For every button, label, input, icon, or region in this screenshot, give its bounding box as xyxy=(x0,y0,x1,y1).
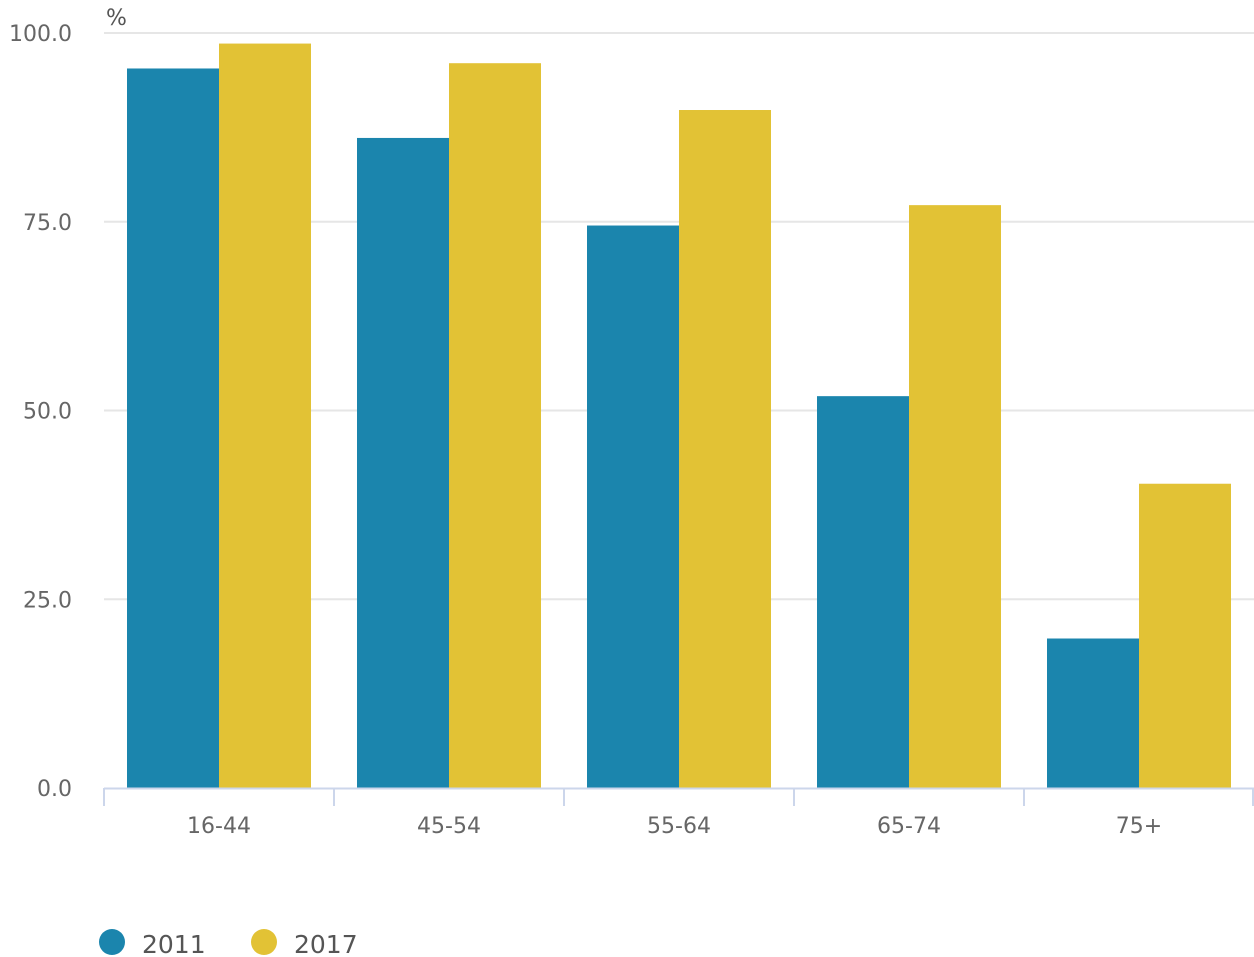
y-axis-unit-label: % xyxy=(106,6,127,31)
y-tick-label: 0.0 xyxy=(37,777,72,802)
bar-2011-65-74 xyxy=(817,396,909,788)
bar-2017-45-54 xyxy=(449,63,541,788)
legend-marker xyxy=(99,929,125,955)
legend-marker xyxy=(251,929,277,955)
legend: 2011 2017 xyxy=(99,929,358,957)
x-tick-label: 16-44 xyxy=(187,814,251,839)
x-tick-label: 65-74 xyxy=(877,814,941,839)
legend-item-2011: 2011 xyxy=(99,929,206,957)
bar-2011-75+ xyxy=(1047,638,1139,788)
legend-item-2017: 2017 xyxy=(251,929,358,957)
y-tick-label: 25.0 xyxy=(23,588,72,613)
bar-2011-55-64 xyxy=(587,225,679,788)
bar-2017-16-44 xyxy=(219,43,311,788)
x-tick-label: 45-54 xyxy=(417,814,481,839)
y-tick-label: 100.0 xyxy=(9,22,72,47)
x-axis: 16-44 45-54 55-64 65-74 75+ xyxy=(103,787,1254,839)
bar-2017-65-74 xyxy=(909,205,1001,788)
bar-2011-16-44 xyxy=(127,68,219,789)
bar-2011-45-54 xyxy=(357,137,449,788)
y-tick-label: 50.0 xyxy=(23,400,72,425)
y-tick-label: 75.0 xyxy=(23,211,72,236)
x-tick-label: 55-64 xyxy=(647,814,711,839)
legend-label: 2011 xyxy=(142,930,206,957)
bar-2017-75+ xyxy=(1139,483,1231,788)
bars xyxy=(127,43,1231,789)
legend-label: 2017 xyxy=(294,930,358,957)
y-axis-ticks: 0.0 25.0 50.0 75.0 100.0 xyxy=(9,22,72,802)
x-tick-label: 75+ xyxy=(1116,814,1162,839)
bar-2017-55-64 xyxy=(679,110,771,788)
